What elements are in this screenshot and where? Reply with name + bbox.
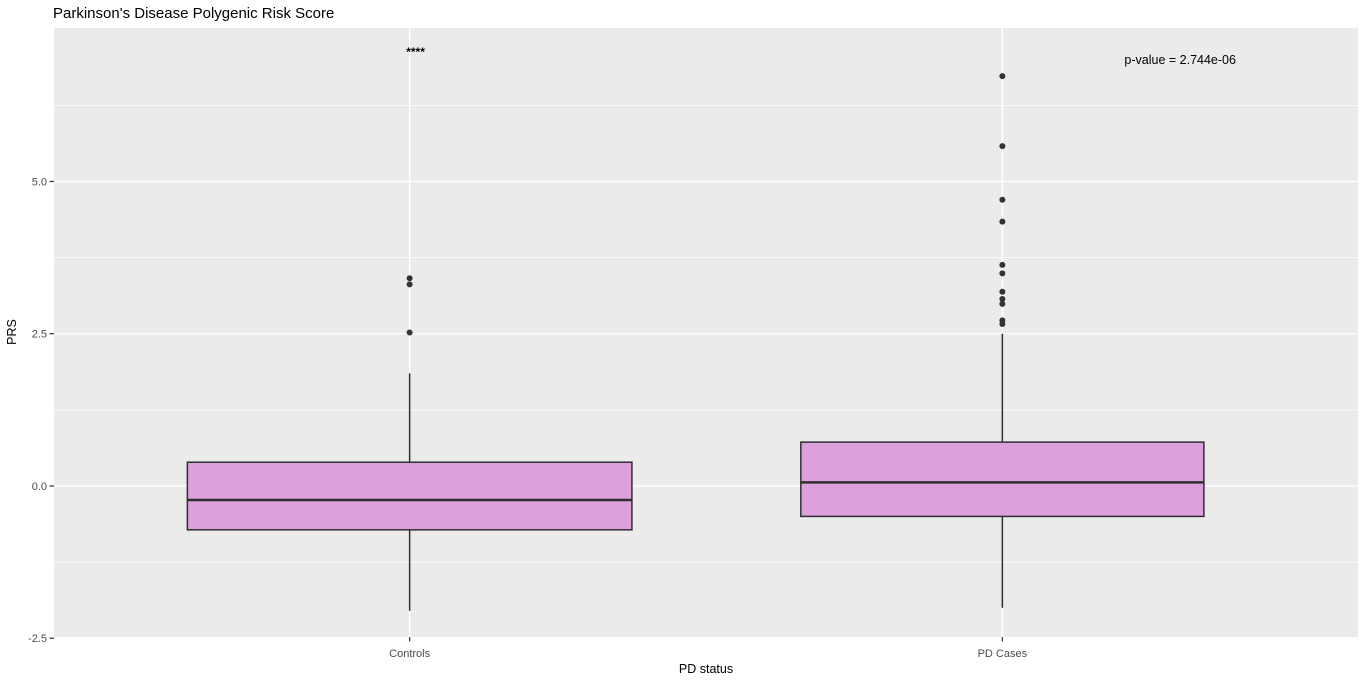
- significance-stars: ****: [406, 45, 425, 59]
- outlier-point: [999, 317, 1006, 324]
- outlier-point: [999, 73, 1006, 80]
- y-tick-label: 0.0: [32, 481, 47, 493]
- outlier-point: [999, 218, 1006, 225]
- y-tick-label: 5.0: [32, 176, 47, 188]
- chart-title: Parkinson's Disease Polygenic Risk Score: [53, 5, 335, 22]
- box-iqr: [800, 441, 1205, 518]
- outlier-point: [999, 196, 1006, 203]
- outlier-point: [406, 275, 413, 282]
- outlier-point: [999, 261, 1006, 268]
- outlier-point: [999, 288, 1006, 295]
- y-tick-label: -2.5: [28, 633, 47, 645]
- outlier-point: [999, 270, 1006, 277]
- x-axis-label: PD status: [678, 662, 734, 676]
- p-value-annotation: p-value = 2.744e-06: [1124, 53, 1236, 67]
- outlier-point: [406, 281, 413, 288]
- x-tick-label: PD Cases: [978, 648, 1028, 660]
- box-iqr: [186, 461, 633, 531]
- outlier-point: [999, 300, 1006, 307]
- outlier-point: [406, 329, 413, 336]
- outlier-point: [999, 143, 1006, 150]
- panel-background: [54, 28, 1358, 637]
- outlier-point: [999, 296, 1006, 303]
- x-tick-label: Controls: [389, 648, 430, 660]
- y-tick-label: 2.5: [32, 329, 47, 341]
